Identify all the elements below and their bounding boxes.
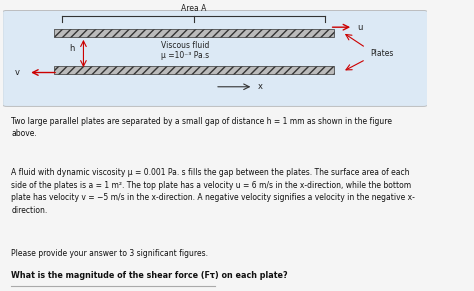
- Text: u: u: [357, 23, 363, 32]
- Text: Two large parallel plates are separated by a small gap of distance h = 1 mm as s: Two large parallel plates are separated …: [11, 117, 392, 138]
- Bar: [54, 29, 334, 37]
- Text: Plates: Plates: [370, 49, 393, 58]
- Text: h: h: [70, 44, 75, 53]
- Text: Please provide your answer to 3 significant figures.: Please provide your answer to 3 signific…: [11, 249, 208, 258]
- Text: x: x: [257, 82, 263, 91]
- FancyBboxPatch shape: [3, 10, 428, 106]
- Text: A fluid with dynamic viscosity μ = 0.001 Pa. s fills the gap between the plates.: A fluid with dynamic viscosity μ = 0.001…: [11, 168, 415, 214]
- Text: What is the magnitude of the shear force (Fτ) on each plate?: What is the magnitude of the shear force…: [11, 271, 288, 280]
- Text: Area A: Area A: [181, 3, 207, 13]
- Text: Viscous fluid
μ =10⁻³ Pa.s: Viscous fluid μ =10⁻³ Pa.s: [161, 41, 210, 60]
- Bar: [54, 66, 334, 74]
- Text: v: v: [15, 68, 20, 77]
